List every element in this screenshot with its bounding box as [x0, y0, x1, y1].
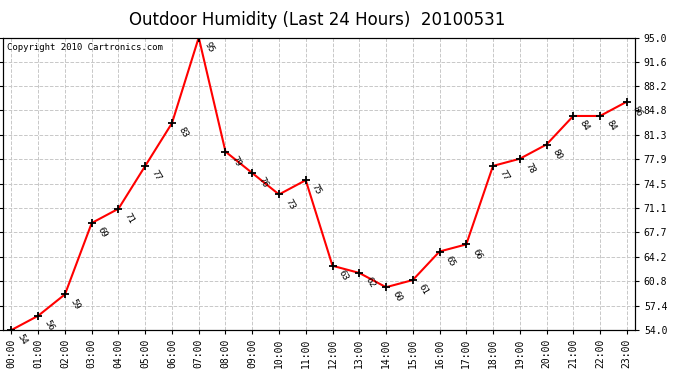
- Text: 56: 56: [42, 318, 56, 332]
- Text: 65: 65: [444, 254, 457, 268]
- Text: 60: 60: [390, 290, 404, 304]
- Text: 73: 73: [283, 197, 296, 211]
- Text: Outdoor Humidity (Last 24 Hours)  20100531: Outdoor Humidity (Last 24 Hours) 2010053…: [129, 11, 506, 29]
- Text: 80: 80: [551, 147, 564, 161]
- Text: 79: 79: [230, 154, 243, 168]
- Text: 77: 77: [497, 169, 511, 183]
- Text: 78: 78: [524, 162, 537, 176]
- Text: 86: 86: [631, 105, 644, 118]
- Text: 84: 84: [604, 119, 618, 133]
- Text: 75: 75: [310, 183, 323, 197]
- Text: 84: 84: [578, 119, 591, 133]
- Text: 54: 54: [16, 333, 29, 346]
- Text: 76: 76: [257, 176, 270, 190]
- Text: 66: 66: [471, 247, 484, 261]
- Text: 69: 69: [96, 226, 109, 240]
- Text: 77: 77: [150, 169, 163, 183]
- Text: 61: 61: [417, 283, 430, 297]
- Text: 95: 95: [203, 40, 216, 54]
- Text: 63: 63: [337, 268, 350, 282]
- Text: 62: 62: [364, 276, 377, 290]
- Text: Copyright 2010 Cartronics.com: Copyright 2010 Cartronics.com: [7, 44, 162, 52]
- Text: 59: 59: [69, 297, 82, 311]
- Text: 71: 71: [123, 211, 136, 225]
- Text: 83: 83: [176, 126, 189, 140]
